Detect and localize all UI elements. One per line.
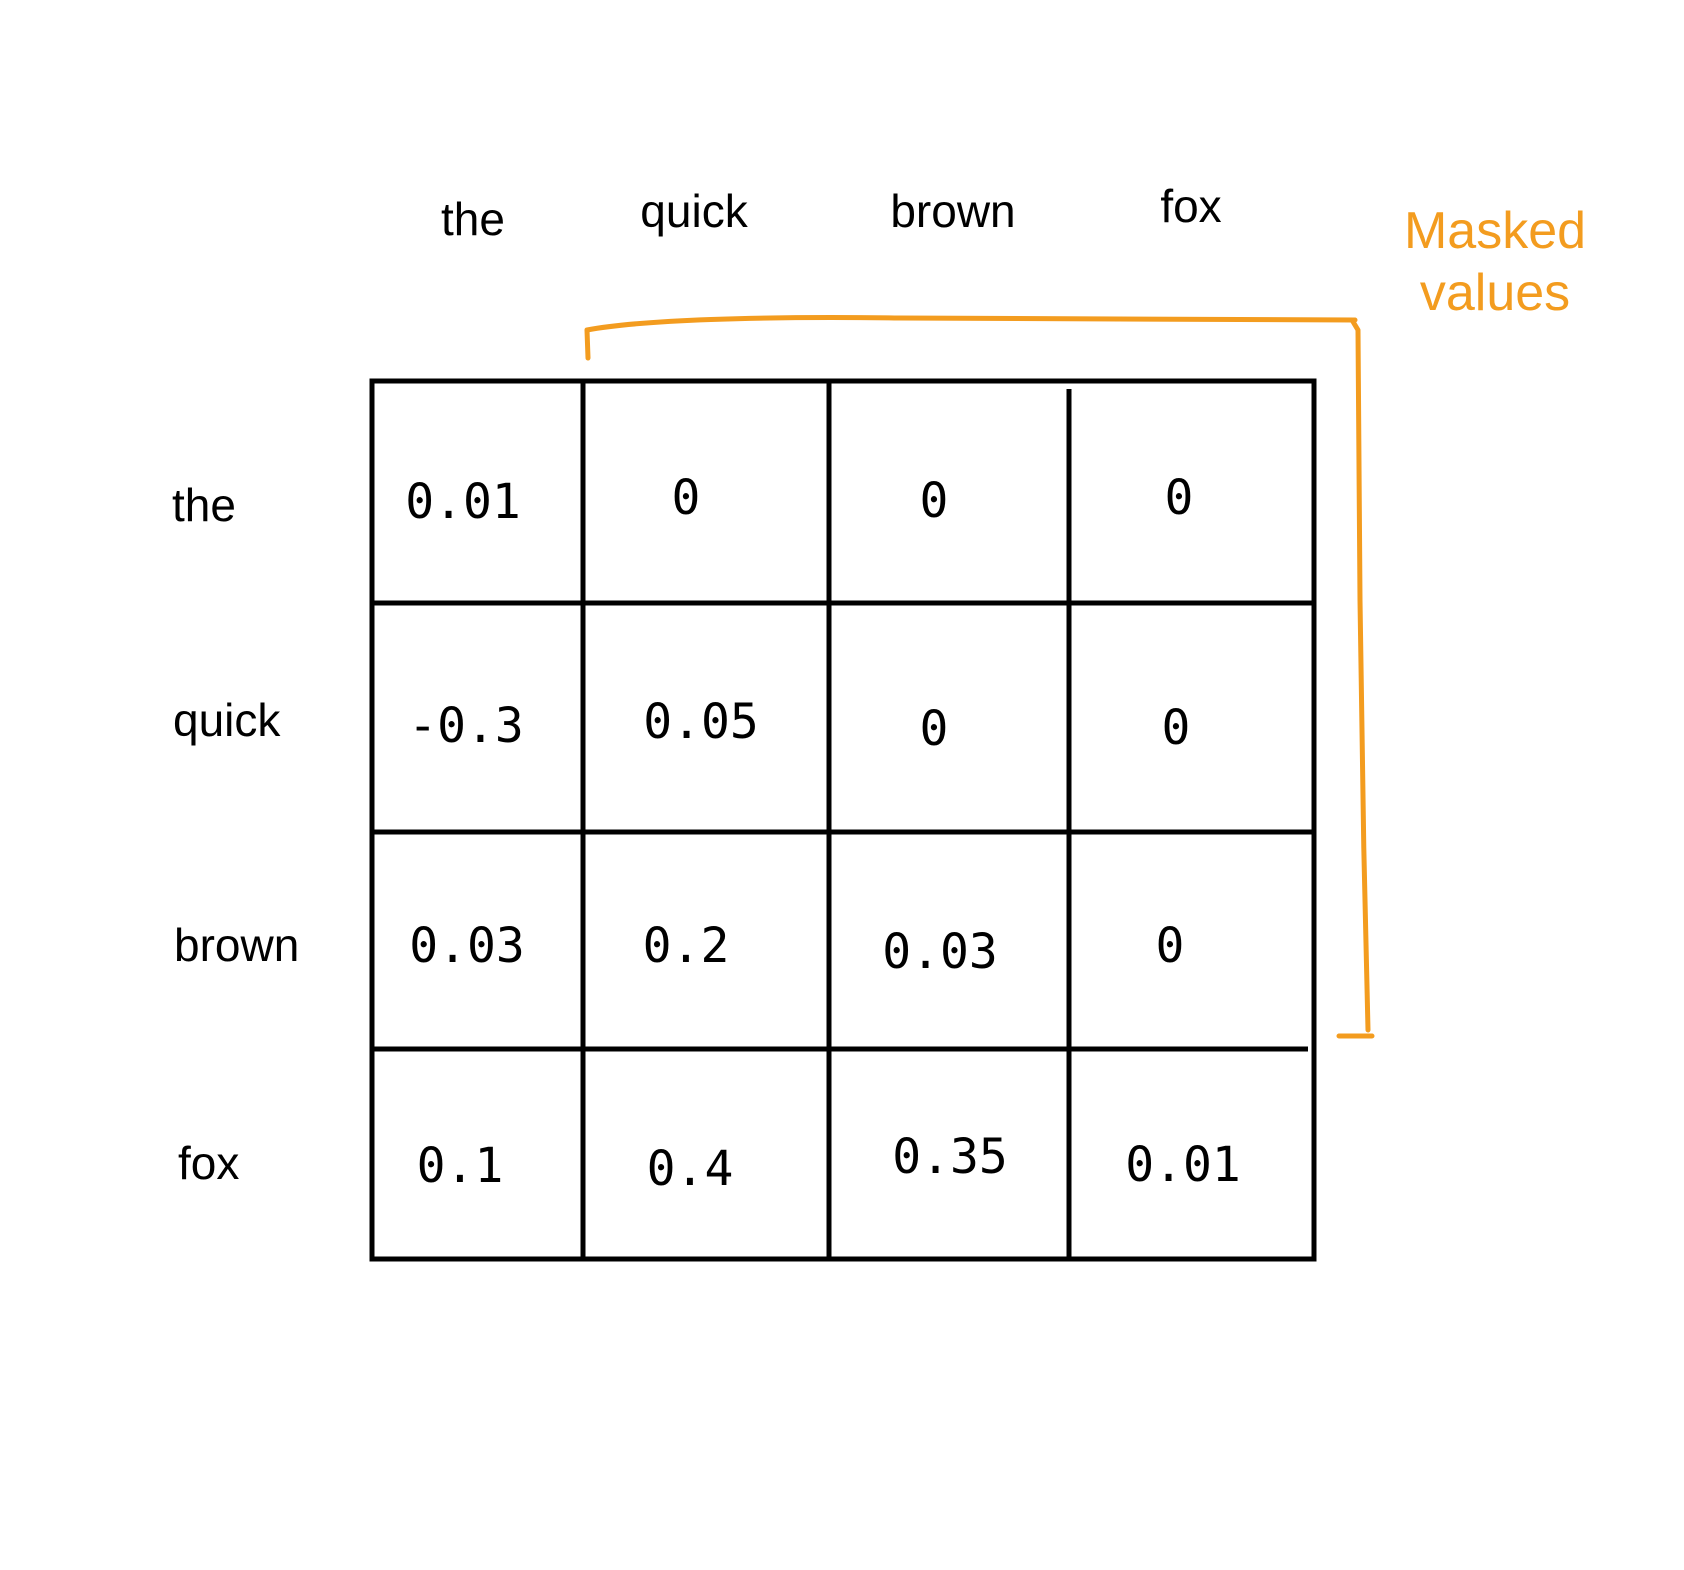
- row-label-fox: fox: [178, 1137, 240, 1189]
- cell-r1-c1: 0.01: [405, 474, 521, 530]
- column-label-the: the: [441, 193, 505, 245]
- cell-r1-c3: 0: [920, 473, 949, 529]
- column-label-brown: brown: [890, 185, 1016, 237]
- cell-r2-c2: 0.05: [643, 694, 759, 750]
- cell-r4-c2: 0.4: [647, 1141, 734, 1197]
- row-label-brown: brown: [174, 919, 300, 971]
- cell-r3-c1: 0.03: [409, 918, 525, 974]
- cell-r3-c4: 0: [1156, 918, 1185, 974]
- column-label-quick: quick: [640, 185, 748, 237]
- row-label-quick: quick: [173, 694, 281, 746]
- cell-r4-c4: 0.01: [1125, 1137, 1241, 1193]
- cell-r2-c4: 0: [1162, 700, 1191, 756]
- matrix-border: [369, 378, 1317, 1262]
- cell-r4-c3: 0.35: [892, 1129, 1008, 1185]
- cell-r2-c3: 0: [920, 701, 949, 757]
- cell-r1-c4: 0: [1165, 470, 1194, 526]
- cell-r1-c2: 0: [672, 470, 701, 526]
- masked-values-bracket: [584, 315, 1375, 1039]
- matrix-values: 0.01 0 0 0 -0.3 0.05 0 0 0.03 0.2 0.03 0…: [405, 470, 1241, 1197]
- column-label-fox: fox: [1160, 180, 1222, 232]
- masked-values-annotation: Masked values: [1403, 202, 1587, 322]
- cell-r3-c3: 0.03: [882, 924, 998, 980]
- row-label-the: the: [172, 479, 236, 531]
- cell-r4-c1: 0.1: [417, 1138, 504, 1194]
- cell-r3-c2: 0.2: [643, 918, 730, 974]
- cell-r2-c1: -0.3: [408, 698, 524, 754]
